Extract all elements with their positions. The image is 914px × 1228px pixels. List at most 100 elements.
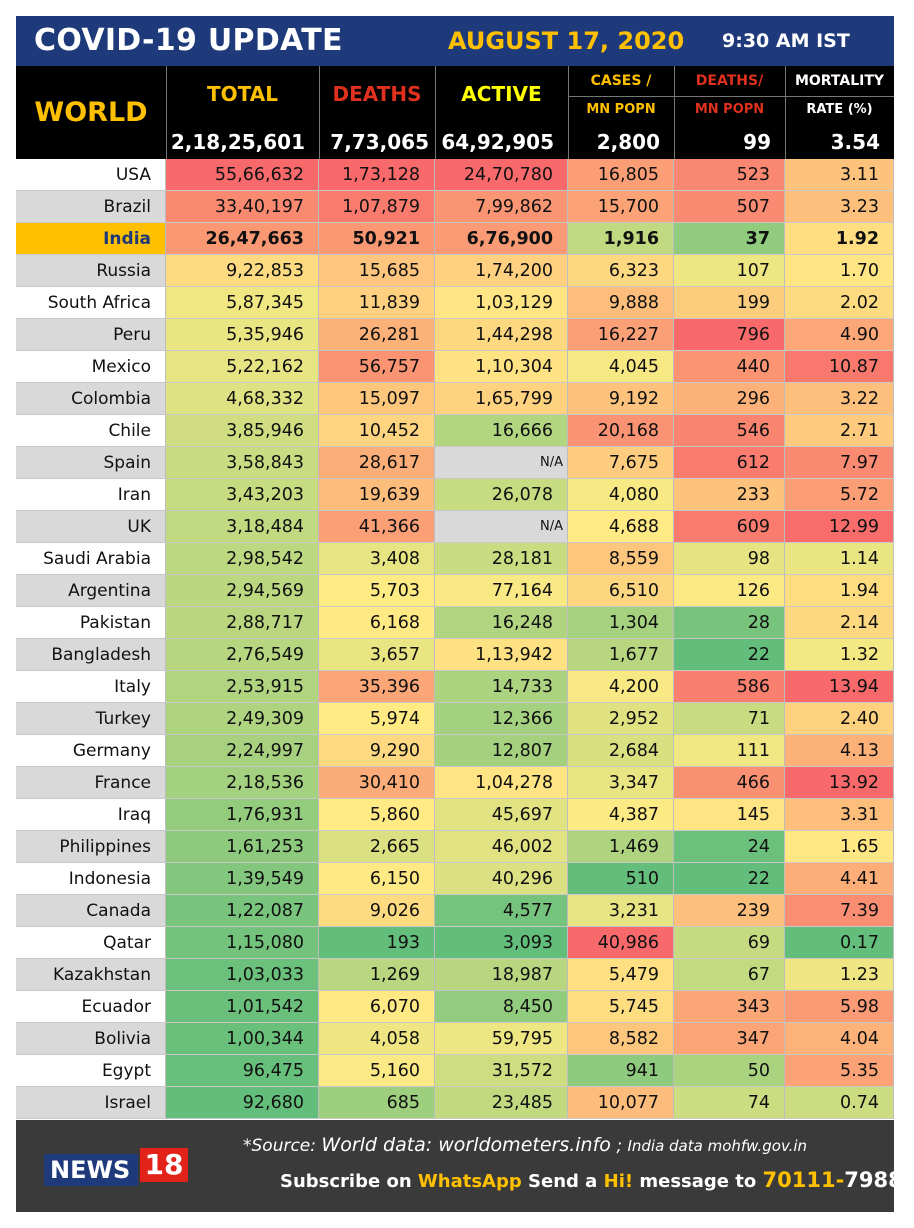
cell-total: 1,00,344 — [166, 1023, 319, 1055]
cell-cases-mn: 6,323 — [568, 255, 674, 287]
country-name: Bolivia — [16, 1023, 166, 1055]
cell-total: 4,68,332 — [166, 383, 319, 415]
col-mortality-header-1: MORTALITY — [794, 73, 885, 89]
world-total: 2,18,25,601 — [170, 129, 305, 154]
cell-deaths: 2,665 — [319, 831, 435, 863]
country-name: India — [16, 223, 166, 255]
header-divider — [785, 66, 786, 159]
cell-deaths-mn: 523 — [674, 159, 785, 191]
subscribe-text-3: message to — [639, 1171, 757, 1192]
source-world: World data: worldometers.info — [321, 1134, 611, 1156]
cell-mortality: 1.70 — [785, 255, 894, 287]
cell-cases-mn: 1,304 — [568, 607, 674, 639]
cell-active: 12,807 — [435, 735, 568, 767]
cell-deaths-mn: 67 — [674, 959, 785, 991]
cell-total: 1,22,087 — [166, 895, 319, 927]
cell-deaths: 19,639 — [319, 479, 435, 511]
cell-deaths: 11,839 — [319, 287, 435, 319]
cell-deaths-mn: 98 — [674, 543, 785, 575]
table-row: UK 3,18,484 41,366 N/A 4,688 609 12.99 — [16, 511, 894, 543]
country-name: Colombia — [16, 383, 166, 415]
cell-active: 23,485 — [435, 1087, 568, 1119]
cell-cases-mn: 16,227 — [568, 319, 674, 351]
cell-deaths-mn: 233 — [674, 479, 785, 511]
cell-active: 3,093 — [435, 927, 568, 959]
cell-deaths-mn: 507 — [674, 191, 785, 223]
cell-total: 2,49,309 — [166, 703, 319, 735]
country-name: Turkey — [16, 703, 166, 735]
col-active-header: ACTIVE — [461, 82, 542, 106]
header-divider — [319, 66, 320, 159]
table-row: Spain 3,58,843 28,617 N/A 7,675 612 7.97 — [16, 447, 894, 479]
source-label: *Source: — [243, 1136, 316, 1156]
cell-total: 5,87,345 — [166, 287, 319, 319]
cell-active: N/A — [435, 511, 568, 543]
table-row: Russia 9,22,853 15,685 1,74,200 6,323 107 1.70 — [16, 255, 894, 287]
cell-deaths: 6,150 — [319, 863, 435, 895]
cell-deaths: 30,410 — [319, 767, 435, 799]
whatsapp-number-b: 79888 — [844, 1168, 914, 1192]
cell-deaths-mn: 609 — [674, 511, 785, 543]
cell-deaths: 5,860 — [319, 799, 435, 831]
world-mortality: 3.54 — [830, 129, 880, 154]
cell-mortality: 7.97 — [785, 447, 894, 479]
cell-deaths: 3,657 — [319, 639, 435, 671]
country-name: Peru — [16, 319, 166, 351]
cell-cases-mn: 8,582 — [568, 1023, 674, 1055]
cell-mortality: 5.72 — [785, 479, 894, 511]
cell-mortality: 1.94 — [785, 575, 894, 607]
cell-total: 1,15,080 — [166, 927, 319, 959]
cell-cases-mn: 1,677 — [568, 639, 674, 671]
country-name: Italy — [16, 671, 166, 703]
cell-deaths-mn: 37 — [674, 223, 785, 255]
cell-total: 9,22,853 — [166, 255, 319, 287]
table-row: Germany 2,24,997 9,290 12,807 2,684 111 4.13 — [16, 735, 894, 767]
source-india: India data mohfw.gov.in — [627, 1137, 808, 1155]
cell-deaths-mn: 69 — [674, 927, 785, 959]
cell-deaths-mn: 24 — [674, 831, 785, 863]
cell-active: 7,99,862 — [435, 191, 568, 223]
cell-total: 2,94,569 — [166, 575, 319, 607]
cell-mortality: 2.71 — [785, 415, 894, 447]
cell-deaths: 6,168 — [319, 607, 435, 639]
cell-active: 16,248 — [435, 607, 568, 639]
table-header: WORLD TOTAL DEATHS ACTIVE CASES / MN POP… — [16, 66, 894, 159]
cell-cases-mn: 2,952 — [568, 703, 674, 735]
logo-18: 18 — [140, 1148, 188, 1182]
cell-active: 24,70,780 — [435, 159, 568, 191]
cell-active: N/A — [435, 447, 568, 479]
cell-cases-mn: 16,805 — [568, 159, 674, 191]
col-deaths-header: DEATHS — [332, 82, 422, 106]
cell-deaths: 6,070 — [319, 991, 435, 1023]
country-name: Qatar — [16, 927, 166, 959]
cell-deaths: 50,921 — [319, 223, 435, 255]
cell-cases-mn: 6,510 — [568, 575, 674, 607]
cell-deaths: 5,974 — [319, 703, 435, 735]
cell-active: 16,666 — [435, 415, 568, 447]
cell-deaths-mn: 440 — [674, 351, 785, 383]
cell-mortality: 4.41 — [785, 863, 894, 895]
country-name: Argentina — [16, 575, 166, 607]
cell-cases-mn: 40,986 — [568, 927, 674, 959]
world-active: 64,92,905 — [441, 129, 554, 154]
cell-cases-mn: 2,684 — [568, 735, 674, 767]
col-total-header: TOTAL — [207, 82, 278, 106]
cell-cases-mn: 1,916 — [568, 223, 674, 255]
cell-deaths-mn: 296 — [674, 383, 785, 415]
cell-cases-mn: 9,192 — [568, 383, 674, 415]
cell-deaths: 1,07,879 — [319, 191, 435, 223]
cell-total: 1,39,549 — [166, 863, 319, 895]
table-row: Brazil 33,40,197 1,07,879 7,99,862 15,700 507… — [16, 191, 894, 223]
cell-cases-mn: 4,688 — [568, 511, 674, 543]
cell-cases-mn: 5,745 — [568, 991, 674, 1023]
table-row: Bolivia 1,00,344 4,058 59,795 8,582 347 4.04 — [16, 1023, 894, 1055]
country-name: Chile — [16, 415, 166, 447]
source-line: *Source: World data: worldometers.info ;… — [243, 1134, 807, 1156]
cell-active: 1,10,304 — [435, 351, 568, 383]
cell-deaths-mn: 22 — [674, 863, 785, 895]
cell-mortality: 13.92 — [785, 767, 894, 799]
table-row: Israel 92,680 685 23,485 10,077 74 0.74 — [16, 1087, 894, 1119]
cell-mortality: 4.13 — [785, 735, 894, 767]
whatsapp-label: WhatsApp — [417, 1171, 522, 1192]
page-title: COVID-19 UPDATE — [34, 23, 343, 58]
